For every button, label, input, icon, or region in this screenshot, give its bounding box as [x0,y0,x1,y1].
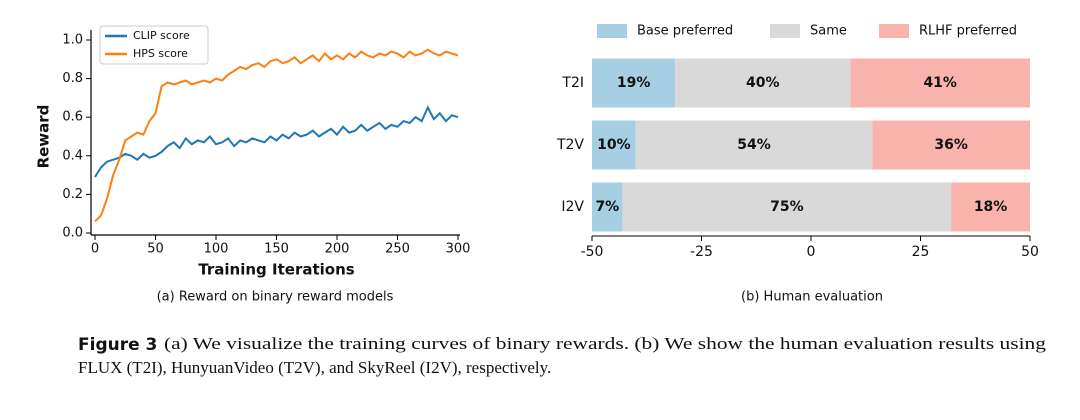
y-tick-label: T2I [561,75,584,91]
x-tick-label: 50 [147,242,164,257]
bar-segment [592,182,623,232]
bar-value-label: 54% [737,137,771,153]
caption-line: (a) We visualize the training curves of … [164,334,1047,353]
bar-value-label: 40% [746,75,780,91]
bar-value-label: 18% [974,199,1008,215]
x-tick-label: -50 [581,244,604,260]
line-series [94,105,459,178]
bar-value-label: 75% [770,199,804,215]
y-tick-label: 0.8 [62,71,83,86]
y-tick-label: 1.0 [62,33,83,48]
subtitle: (b) Human evaluation [741,290,883,305]
bar-value-label: 10% [597,137,631,153]
x-tick-label: 300 [446,242,471,257]
bar-value-label: 7% [595,199,619,215]
legend-swatch [597,24,627,38]
bar-segment [850,58,1030,108]
x-tick-label: 150 [264,242,289,257]
bar-value-label: 36% [934,137,968,153]
caption-label: Figure 3 [78,335,157,355]
y-tick-label: 0.6 [62,110,83,125]
x-tick-label: 25 [912,244,930,260]
y-tick-label: 0.0 [62,226,83,241]
bar-segment [951,182,1030,232]
bar-segment [675,58,851,108]
x-tick-label: 0 [91,242,99,257]
bar-value-label: 41% [923,75,957,91]
x-tick-label: 0 [807,244,816,260]
y-tick-label: 0.2 [62,187,83,202]
bar-segment [635,120,873,170]
x-tick-label: 100 [204,242,229,257]
x-tick-label: 250 [385,242,410,257]
legend-label: Same [810,24,847,39]
bar-segment [592,58,676,108]
caption-line: FLUX (T2I), HunyuanVideo (T2V), and SkyR… [78,358,551,377]
line-series [94,48,459,223]
legend-label: RLHF preferred [919,24,1017,39]
bar-segment [872,120,1030,170]
bar-value-label: 19% [617,75,651,91]
bar-segment [622,182,952,232]
y-tick-label: 0.4 [62,148,83,163]
legend-swatch [770,24,800,38]
legend-label: CLIP score [133,29,190,42]
subtitle: (a) Reward on binary reward models [157,290,394,305]
y-tick-label: T2V [556,137,584,153]
legend-label: HPS score [133,47,188,60]
bar-segment [592,120,636,170]
y-axis-label: Reward [35,105,53,169]
x-tick-label: -25 [690,244,713,260]
x-tick-label: 50 [1021,244,1039,260]
y-tick-label: I2V [561,199,584,215]
x-axis-label: Training Iterations [198,261,354,279]
legend-swatch [879,24,909,38]
legend-label: Base preferred [637,24,733,39]
x-tick-label: 200 [325,242,350,257]
